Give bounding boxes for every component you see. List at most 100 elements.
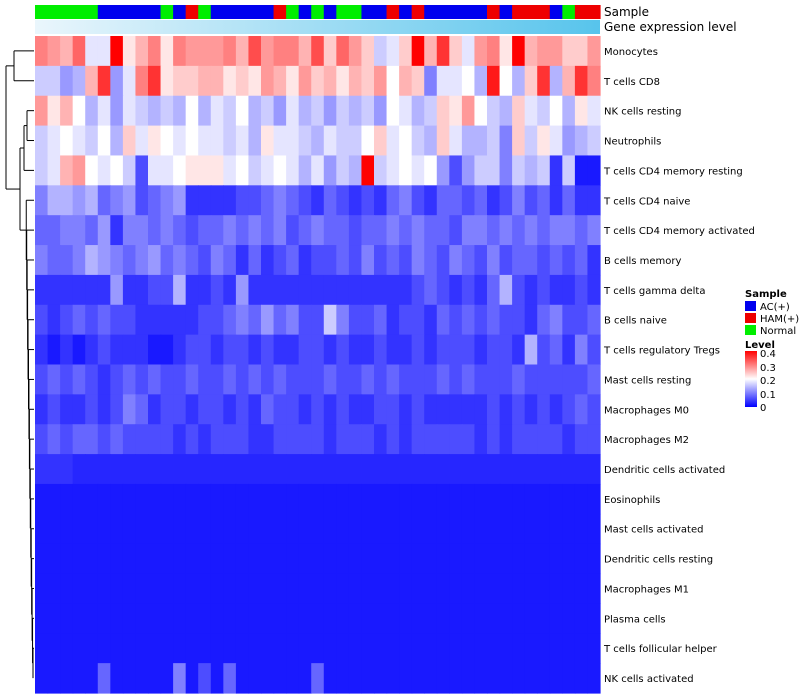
sample-annotation-cell-30 — [411, 5, 425, 19]
heatmap-cell-r18-c7 — [122, 573, 137, 605]
heatmap-cell-r19-c18 — [261, 603, 275, 634]
heatmap-cell-r14-c5 — [97, 454, 111, 485]
heatmap-cell-r7-c29 — [399, 245, 413, 276]
heatmap-cell-r21-c24 — [336, 663, 350, 694]
sample-annotation-cell-16 — [235, 5, 250, 19]
heatmap-cell-r2-c29 — [399, 95, 413, 127]
heatmap-cell-r5-c34 — [461, 185, 476, 216]
heatmap-cell-r11-c20 — [286, 364, 300, 395]
heatmap-cell-r0-c26 — [361, 36, 375, 67]
heatmap-cell-r18-c40 — [537, 573, 551, 605]
heatmap-cell-r15-c10 — [160, 483, 174, 515]
heatmap-cell-r11-c35 — [474, 364, 488, 395]
heatmap-cell-r1-c18 — [261, 65, 275, 97]
heatmap-cell-r14-c4 — [85, 454, 99, 485]
heatmap-cell-r14-c27 — [374, 454, 388, 485]
heatmap-cell-r16-c14 — [210, 513, 224, 545]
heatmap-cell-r8-c44 — [587, 274, 601, 306]
heatmap-cell-r5-c3 — [72, 185, 86, 216]
heatmap-cell-r5-c42 — [562, 185, 576, 216]
heatmap-cell-r12-c10 — [160, 394, 174, 425]
heatmap-cell-r3-c30 — [411, 125, 425, 157]
heatmap-cell-r16-c18 — [261, 513, 275, 545]
legend-swatch-normal — [745, 325, 756, 335]
heatmap-cell-r1-c27 — [374, 65, 388, 97]
heatmap-cell-r5-c24 — [336, 185, 350, 216]
heatmap-cell-r13-c20 — [286, 424, 300, 455]
heatmap-cell-r12-c13 — [198, 394, 212, 425]
heatmap-cell-r11-c10 — [160, 364, 174, 395]
row-label-5: T cells CD4 naive — [603, 196, 690, 207]
heatmap-cell-r7-c16 — [235, 245, 250, 276]
heatmap-cell-r8-c34 — [461, 274, 476, 306]
heatmap-cell-r18-c13 — [198, 573, 212, 605]
heatmap-cell-r12-c22 — [311, 394, 325, 425]
heatmap-cell-r20-c10 — [160, 633, 174, 664]
heatmap-cell-r9-c36 — [487, 304, 501, 336]
heatmap-cell-r16-c26 — [361, 513, 375, 545]
sample-annotation-cell-19 — [273, 5, 287, 19]
heatmap-cell-r6-c27 — [374, 215, 388, 246]
heatmap-cell-r17-c36 — [487, 543, 501, 575]
heatmap-cell-r4-c44 — [587, 155, 601, 186]
heatmap-cell-r4-c31 — [424, 155, 438, 186]
heatmap-cell-r10-c30 — [411, 334, 425, 366]
heatmap-cell-r10-c3 — [72, 334, 86, 366]
heatmap-cell-r7-c40 — [537, 245, 551, 276]
heatmap-cell-r18-c6 — [110, 573, 124, 605]
heatmap-cell-r9-c31 — [424, 304, 438, 336]
heatmap-cell-r16-c10 — [160, 513, 174, 545]
heatmap-cell-r6-c14 — [210, 215, 224, 246]
heatmap-cell-r4-c37 — [499, 155, 513, 186]
heatmap-cell-r21-c33 — [449, 663, 463, 694]
heatmap-cell-r0-c11 — [173, 36, 187, 67]
heatmap-cell-r6-c1 — [47, 215, 61, 246]
heatmap-cell-r8-c29 — [399, 274, 413, 306]
heatmap-cell-r9-c23 — [323, 304, 337, 336]
row-label-17: Dendritic cells resting — [604, 555, 713, 566]
heatmap-cell-r13-c19 — [273, 424, 287, 455]
heatmap-cell-r10-c24 — [336, 334, 350, 366]
heatmap-cell-r21-c31 — [424, 663, 438, 694]
heatmap-cell-r13-c7 — [122, 424, 137, 455]
heatmap-cell-r6-c34 — [461, 215, 476, 246]
heatmap-cell-r12-c31 — [424, 394, 438, 425]
heatmap-cell-r1-c20 — [286, 65, 300, 97]
heatmap-cell-r20-c18 — [261, 633, 275, 664]
heatmap-cell-r13-c13 — [198, 424, 212, 455]
heatmap-cell-r9-c11 — [173, 304, 187, 336]
heatmap-cell-r12-c7 — [122, 394, 137, 425]
heatmap-cell-r14-c15 — [223, 454, 237, 485]
heatmap-cell-r5-c39 — [524, 185, 538, 216]
heatmap-cell-r6-c12 — [185, 215, 199, 246]
heatmap-cell-r1-c37 — [499, 65, 513, 97]
heatmap-cell-r20-c42 — [562, 633, 576, 664]
heatmap-cell-r6-c20 — [286, 215, 300, 246]
heatmap-cell-r10-c34 — [461, 334, 476, 366]
heatmap-cell-r14-c33 — [449, 454, 463, 485]
heatmap-cell-r3-c10 — [160, 125, 174, 157]
heatmap-cell-r9-c44 — [587, 304, 601, 336]
heatmap-cell-r9-c2 — [60, 304, 74, 336]
heatmap-cell-r20-c25 — [348, 633, 363, 664]
heatmap-cell-r7-c13 — [198, 245, 212, 276]
heatmap-cell-r12-c11 — [173, 394, 187, 425]
heatmap-cell-r14-c9 — [148, 454, 162, 485]
heatmap-cell-r3-c6 — [110, 125, 124, 157]
heatmap-cell-r21-c14 — [210, 663, 224, 694]
heatmap-cell-r13-c40 — [537, 424, 551, 455]
heatmap-cell-r6-c9 — [148, 215, 162, 246]
heatmap-cell-r2-c39 — [524, 95, 538, 127]
heatmap-cell-r13-c3 — [72, 424, 86, 455]
heatmap-cell-r5-c8 — [135, 185, 149, 216]
heatmap-cell-r3-c28 — [386, 125, 400, 157]
heatmap-cell-r5-c0 — [35, 185, 49, 216]
heatmap-cell-r8-c21 — [298, 274, 312, 306]
heatmap-cell-r15-c40 — [537, 483, 551, 515]
heatmap-cell-r7-c43 — [574, 245, 589, 276]
heatmap-cell-r19-c31 — [424, 603, 438, 634]
heatmap-cell-r11-c6 — [110, 364, 124, 395]
heatmap-cell-r5-c6 — [110, 185, 124, 216]
heatmap-cell-r13-c36 — [487, 424, 501, 455]
